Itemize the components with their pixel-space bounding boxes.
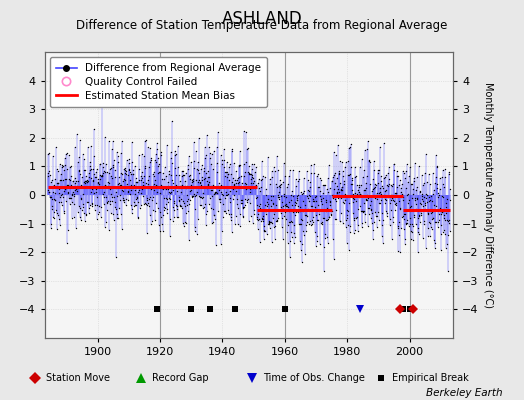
Text: ASHLAND: ASHLAND xyxy=(222,10,302,28)
Text: Station Move: Station Move xyxy=(46,373,111,383)
Text: Difference of Station Temperature Data from Regional Average: Difference of Station Temperature Data f… xyxy=(77,19,447,32)
Text: Record Gap: Record Gap xyxy=(152,373,209,383)
Text: Time of Obs. Change: Time of Obs. Change xyxy=(263,373,365,383)
Legend: Difference from Regional Average, Quality Control Failed, Estimated Station Mean: Difference from Regional Average, Qualit… xyxy=(50,57,267,107)
Y-axis label: Monthly Temperature Anomaly Difference (°C): Monthly Temperature Anomaly Difference (… xyxy=(483,82,493,308)
Text: Empirical Break: Empirical Break xyxy=(392,373,469,383)
Text: Berkeley Earth: Berkeley Earth xyxy=(427,388,503,398)
